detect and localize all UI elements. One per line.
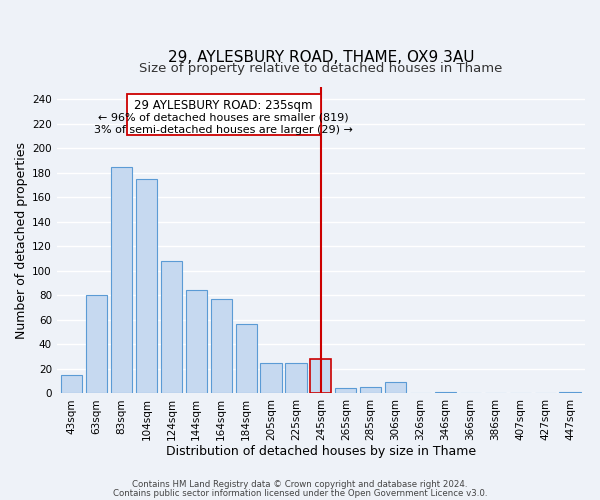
Bar xyxy=(286,362,307,394)
Bar xyxy=(211,299,232,394)
Text: Size of property relative to detached houses in Thame: Size of property relative to detached ho… xyxy=(139,62,503,74)
Bar xyxy=(136,179,157,394)
Bar xyxy=(559,392,581,394)
Text: Contains public sector information licensed under the Open Government Licence v3: Contains public sector information licen… xyxy=(113,489,487,498)
Bar xyxy=(260,362,281,394)
Text: ← 96% of detached houses are smaller (819): ← 96% of detached houses are smaller (81… xyxy=(98,112,349,122)
Bar xyxy=(61,375,82,394)
Text: Contains HM Land Registry data © Crown copyright and database right 2024.: Contains HM Land Registry data © Crown c… xyxy=(132,480,468,489)
Y-axis label: Number of detached properties: Number of detached properties xyxy=(15,142,28,338)
X-axis label: Distribution of detached houses by size in Thame: Distribution of detached houses by size … xyxy=(166,444,476,458)
Bar xyxy=(385,382,406,394)
Text: 3% of semi-detached houses are larger (29) →: 3% of semi-detached houses are larger (2… xyxy=(94,125,353,135)
FancyBboxPatch shape xyxy=(127,94,321,135)
Bar xyxy=(435,392,456,394)
Bar xyxy=(360,387,382,394)
Bar xyxy=(186,290,207,394)
Bar xyxy=(161,261,182,394)
Bar xyxy=(86,296,107,394)
Bar xyxy=(310,359,331,394)
Text: 29 AYLESBURY ROAD: 235sqm: 29 AYLESBURY ROAD: 235sqm xyxy=(134,100,313,112)
Bar xyxy=(236,324,257,394)
Title: 29, AYLESBURY ROAD, THAME, OX9 3AU: 29, AYLESBURY ROAD, THAME, OX9 3AU xyxy=(167,50,474,65)
Bar xyxy=(111,166,132,394)
Bar xyxy=(335,388,356,394)
